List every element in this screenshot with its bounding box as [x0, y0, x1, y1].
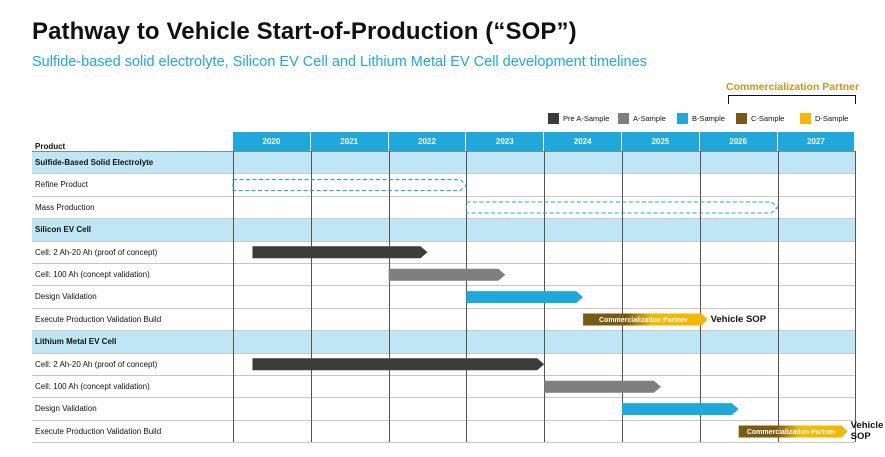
section-label: Lithium Metal EV Cell [35, 337, 117, 347]
timeline-bar-pre-a [252, 358, 545, 371]
product-column-header: Product [35, 142, 66, 151]
legend-swatch [736, 112, 747, 124]
vehicle-sop-label: Vehicle SOP [710, 313, 767, 325]
legend-item: B-Sample [677, 112, 725, 124]
row-divider [32, 173, 855, 175]
row-divider [32, 375, 855, 376]
page-subtitle: Sulfide-based solid electrolyte, Silicon… [32, 54, 647, 70]
year-gridline [311, 151, 312, 443]
year-header-2026: 2026 [699, 132, 778, 151]
section-band [32, 331, 855, 353]
row-divider [32, 442, 855, 444]
section-band [32, 152, 855, 174]
year-header-2024: 2024 [544, 132, 622, 151]
year-gridline [389, 151, 390, 443]
year-header-2025: 2025 [621, 132, 700, 151]
year-header-row: 2020 2021 2022 2023 2024 2025 2026 2027 [233, 132, 856, 151]
year-gridline [622, 151, 623, 443]
legend-item: A-Sample [618, 112, 666, 124]
page-title: Pathway to Vehicle Start-of-Production (… [32, 18, 577, 45]
row-divider [32, 352, 855, 354]
timeline-bar-b [466, 291, 584, 304]
legend-swatch [800, 112, 811, 124]
row-label: Cell: 100 Ah (concept validation) [35, 382, 150, 391]
year-gridline [778, 151, 779, 443]
legend-swatch [677, 112, 688, 124]
year-gridline [233, 151, 234, 443]
timeline-bar-a [388, 268, 506, 281]
commercialization-bar [583, 313, 708, 326]
row-label: Execute Production Validation Build [35, 426, 162, 436]
bar-label: Commercialization Partner [747, 429, 836, 436]
row-label: Refine Product [35, 180, 88, 190]
legend-item: Pre A-Sample [548, 112, 609, 124]
year-gridline [855, 151, 856, 443]
row-label: Cell: 2 Ah-20 Ah (proof of concept) [35, 247, 158, 257]
row-label: Design Validation [35, 404, 97, 414]
row-divider [32, 285, 855, 287]
vehicle-sop-label: Vehicle SOP [850, 419, 884, 442]
row-divider [32, 419, 855, 421]
row-divider [32, 240, 855, 242]
section-label: Silicon EV Cell [35, 225, 92, 235]
timeline-bar-a [544, 380, 661, 393]
dashed-timeline-bar [465, 201, 779, 214]
legend-swatch [618, 112, 629, 124]
year-header-2022: 2022 [388, 132, 467, 151]
commercialization-bar [738, 425, 848, 438]
year-header-2023: 2023 [466, 132, 545, 151]
year-header-2027: 2027 [777, 132, 856, 151]
year-gridline [700, 151, 701, 443]
row-divider [32, 330, 855, 332]
legend-label: C-Sample [751, 113, 785, 123]
year-header-2021: 2021 [310, 132, 389, 151]
legend-label: D-Sample [815, 113, 849, 123]
row-label: Execute Production Validation Build [35, 314, 162, 324]
row-divider [32, 307, 855, 309]
partner-bracket [728, 95, 856, 104]
row-label: Design Validation [35, 292, 97, 302]
timeline-bar-b [622, 403, 739, 416]
bar-label: Commercialization Partner [599, 317, 688, 324]
legend-item: D-Sample [800, 112, 848, 124]
partner-label: Commercialization Partner [726, 81, 860, 93]
legend-label: Pre A-Sample [563, 113, 610, 123]
row-divider [32, 218, 855, 220]
timeline-bar-pre-a [252, 246, 428, 259]
row-divider [32, 263, 855, 264]
row-divider [32, 195, 855, 197]
row-divider [32, 397, 855, 399]
legend-label: A-Sample [633, 113, 666, 123]
row-divider [32, 151, 855, 152]
legend-swatch [548, 112, 559, 124]
year-header-2020: 2020 [233, 132, 311, 151]
row-label: Mass Production [35, 202, 95, 212]
row-label: Cell: 2 Ah-20 Ah (proof of concept) [35, 359, 158, 369]
section-label: Sulfide-Based Solid Electrolyte [35, 158, 154, 167]
section-band [32, 219, 855, 241]
legend-item: C-Sample [736, 112, 784, 124]
legend-label: B-Sample [692, 113, 725, 123]
dashed-timeline-bar [232, 179, 468, 192]
row-label: Cell: 100 Ah (concept validation) [35, 270, 150, 279]
